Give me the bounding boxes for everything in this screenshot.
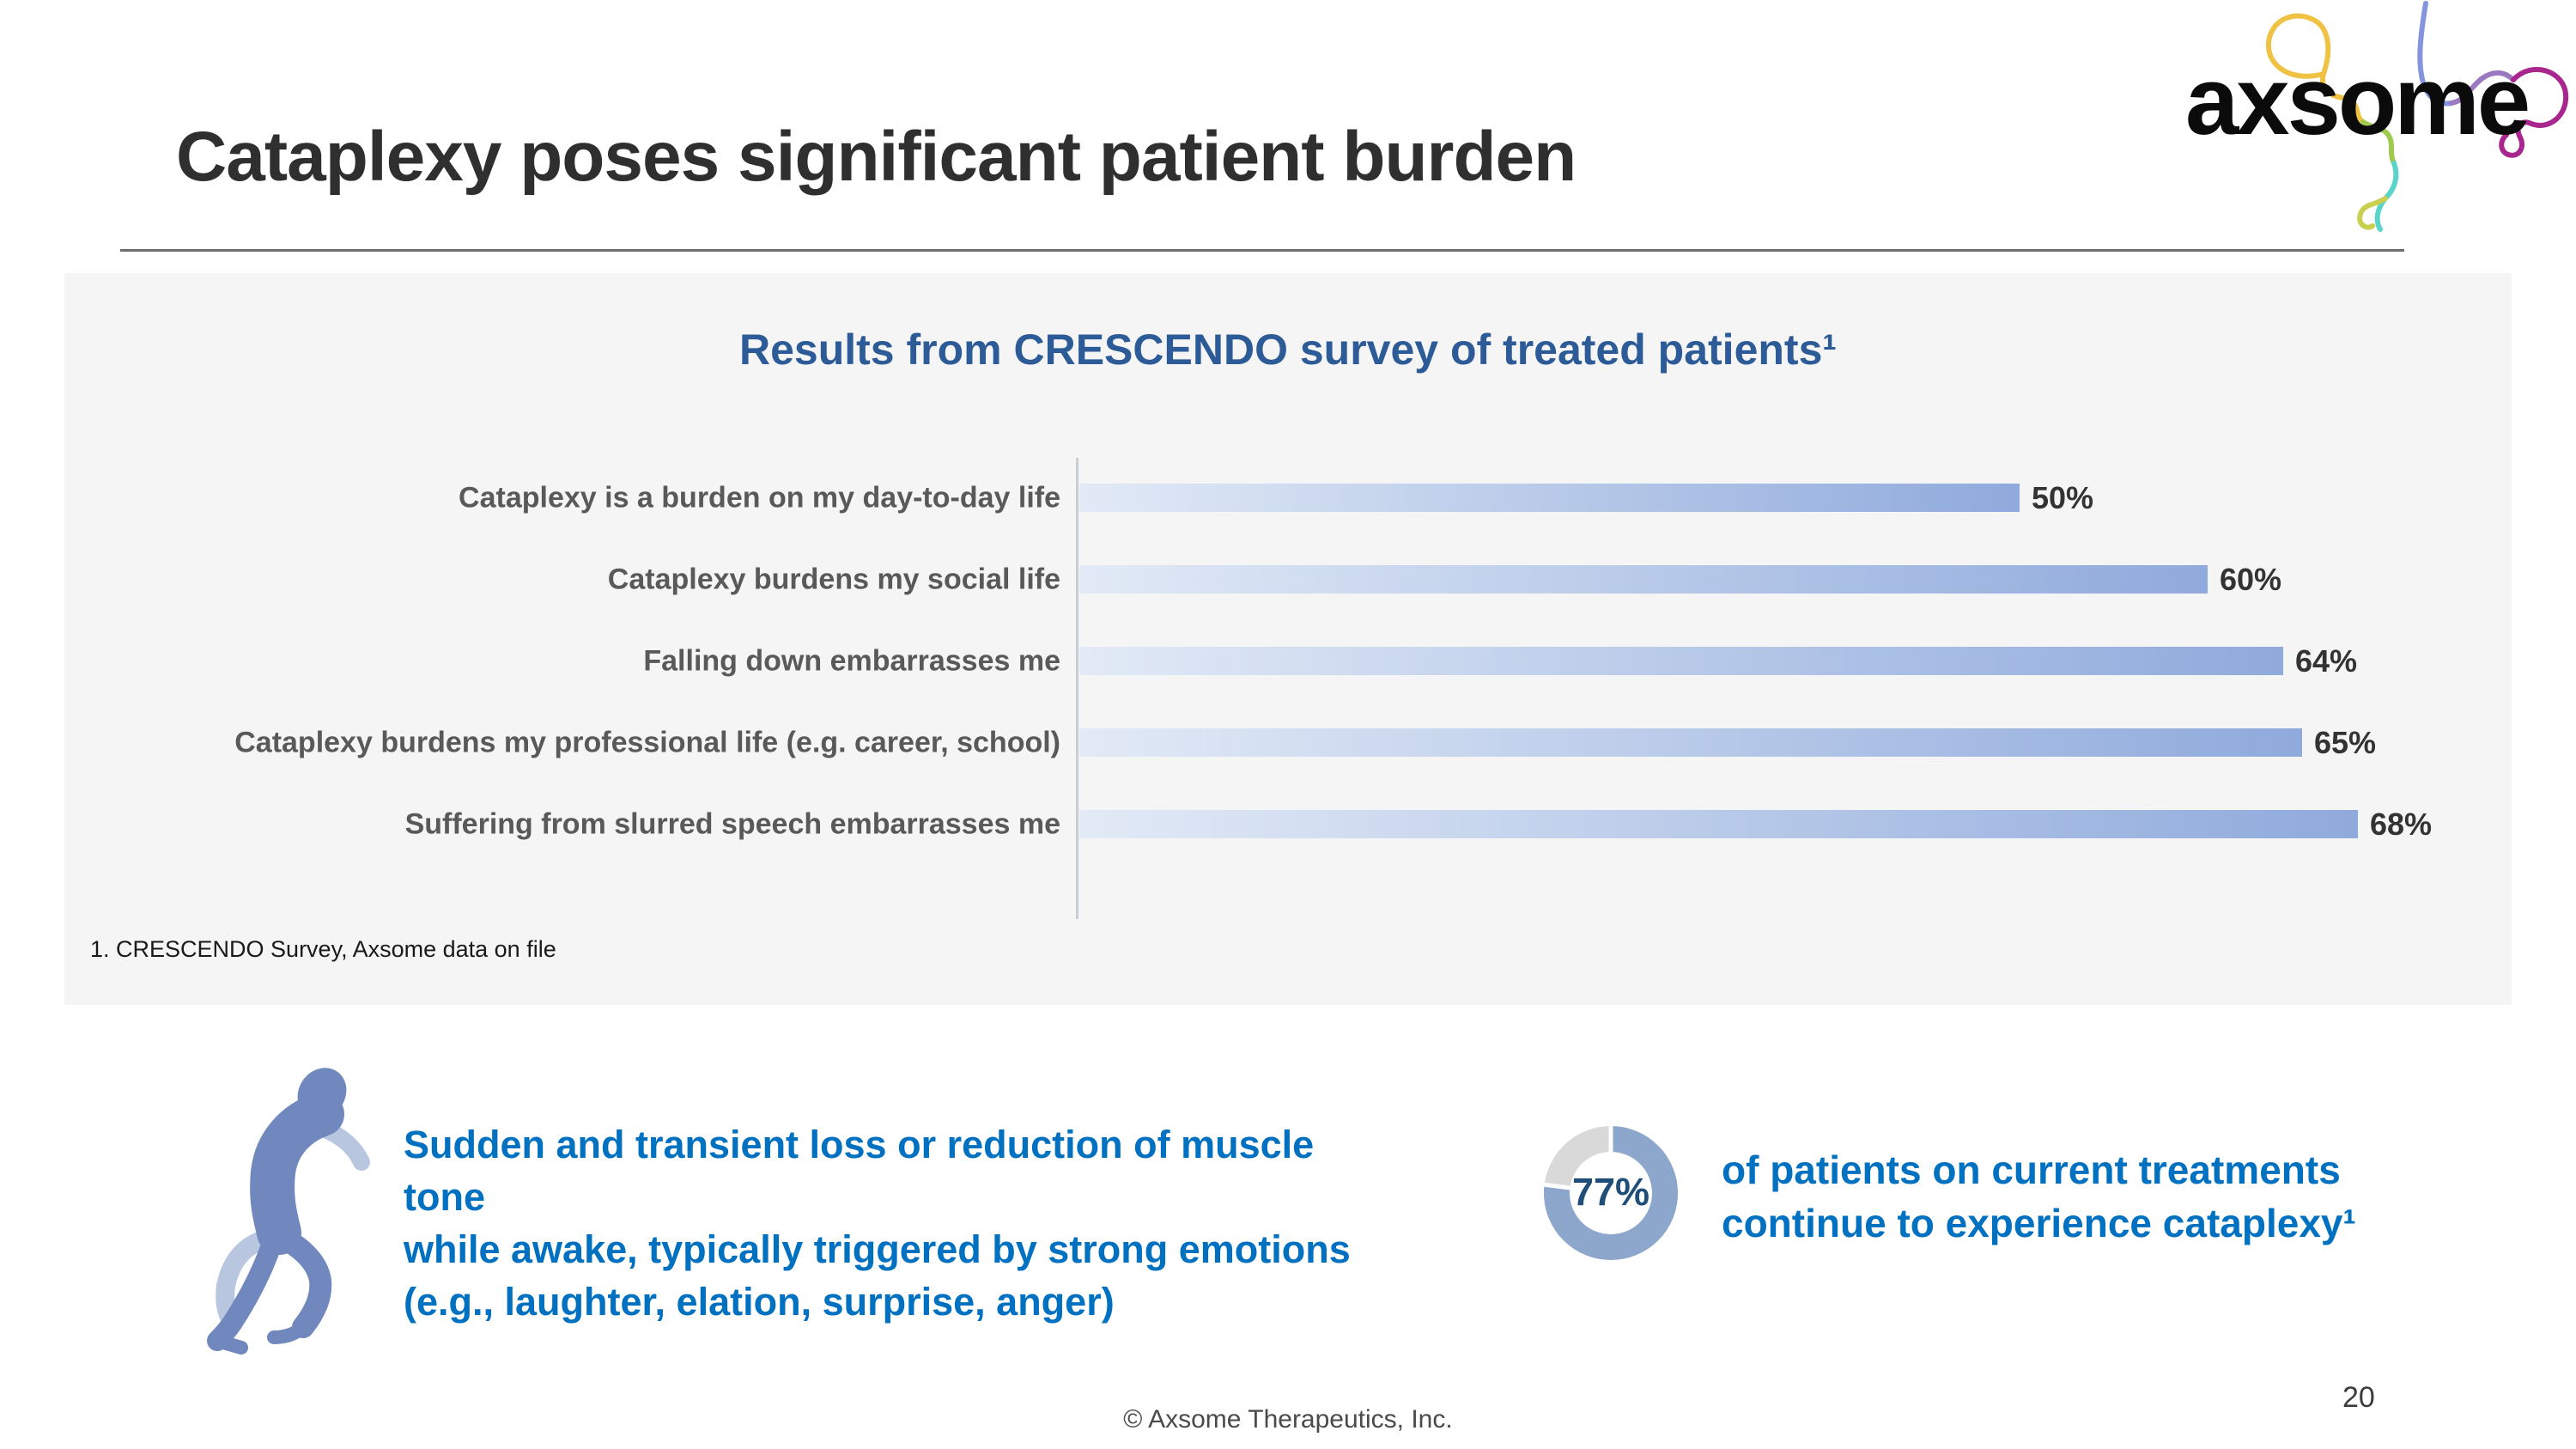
bar-label: Suffering from slurred speech embarrasse… — [404, 807, 1060, 840]
bar-value: 64% — [2295, 642, 2358, 679]
bar-label: Cataplexy burdens my social life — [607, 563, 1060, 595]
bar-slurred-speech — [1079, 810, 2358, 838]
stat-line: of patients on current treatments — [1722, 1148, 2341, 1192]
bar-label: Cataplexy burdens my professional life (… — [234, 726, 1060, 758]
chart-title: Results from CRESCENDO survey of treated… — [738, 326, 1838, 374]
axsome-logo: axsome — [2164, 0, 2576, 232]
bar-value: 60% — [2220, 561, 2282, 597]
donut-chart — [1542, 1124, 1678, 1260]
bar-professional-life — [1079, 728, 2302, 757]
bar-row: Cataplexy burdens my social life 60% — [64, 562, 2512, 597]
copyright-footer: © Axsome Therapeutics, Inc. — [1123, 1405, 1453, 1434]
survey-chart-panel: Results from CRESCENDO survey of treated… — [64, 273, 2512, 1005]
stat-line: continue to experience cataplexy¹ — [1722, 1201, 2356, 1245]
definition-line: (e.g., laughter, elation, surprise, ange… — [404, 1280, 1115, 1324]
axsome-wordmark: axsome — [2185, 47, 2530, 155]
bar-label: Falling down embarrasses me — [643, 644, 1060, 677]
chart-axis-line — [1076, 458, 1078, 919]
bar-value: 50% — [2032, 479, 2094, 515]
bar-row: Cataplexy burdens my professional life (… — [64, 725, 2512, 760]
stat-text: of patients on current treatments contin… — [1722, 1143, 2356, 1250]
definition-line: Sudden and transient loss or reduction o… — [404, 1123, 1315, 1166]
chart-footnote: 1. CRESCENDO Survey, Axsome data on file — [90, 936, 556, 962]
donut-center-label: 77% — [1571, 1170, 1650, 1214]
definition-line: while awake, typically triggered by stro… — [404, 1227, 1351, 1271]
bar-label: Cataplexy is a burden on my day-to-day l… — [459, 481, 1060, 514]
cataplexy-definition-text: Sudden and transient loss or reduction o… — [404, 1118, 1351, 1328]
definition-line: tone — [404, 1175, 485, 1219]
bar-social-life — [1079, 565, 2208, 594]
bar-falling-down — [1079, 647, 2283, 675]
bar-chart: Cataplexy is a burden on my day-to-day l… — [64, 273, 2512, 1005]
title-divider — [120, 249, 2404, 252]
bar-value: 65% — [2314, 724, 2377, 760]
axsome-logo-squiggles-icon — [2265, 1, 2569, 232]
page-number: 20 — [2342, 1381, 2375, 1414]
page-title: Cataplexy poses significant patient burd… — [176, 118, 1577, 196]
falling-person-icon — [207, 1068, 370, 1355]
bar-value: 68% — [2370, 806, 2433, 842]
bar-row: Suffering from slurred speech embarrasse… — [64, 807, 2512, 842]
bar-day-to-day — [1079, 484, 2020, 512]
bar-row: Cataplexy is a burden on my day-to-day l… — [64, 480, 2512, 515]
bar-row: Falling down embarrasses me 64% — [64, 643, 2512, 679]
